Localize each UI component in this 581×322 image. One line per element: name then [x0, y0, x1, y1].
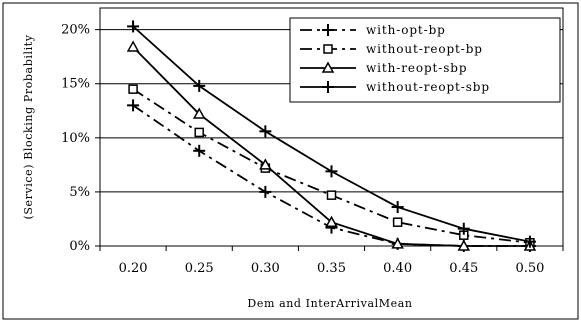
legend-box [289, 17, 561, 103]
y-axis-ticks: 0% 5% 10% 15% 20% [61, 23, 100, 254]
x-axis-ticks: 0.20 0.25 0.30 0.35 0.40 0.45 0.50 [99, 246, 564, 276]
series-group [126, 20, 537, 252]
data-point [457, 222, 470, 235]
y-tick-label: 0% [69, 239, 90, 254]
legend: with-opt-bp without-reopt-bp with-reopt-sb… [289, 17, 561, 103]
data-point [325, 215, 338, 227]
y-tick-label: 15% [61, 77, 90, 92]
legend-entry: without-reopt-bp [300, 42, 483, 56]
legend-marker [322, 24, 334, 36]
x-tick-label: 0.40 [383, 261, 412, 276]
legend-label: without-reopt-bp [366, 42, 483, 56]
data-point [392, 217, 403, 227]
y-tick-label: 20% [61, 23, 90, 38]
data-point [259, 185, 272, 198]
y-tick-label: 10% [61, 131, 90, 146]
y-axis-title: (Service) Blocking Probability [22, 34, 35, 219]
data-point [325, 165, 338, 178]
data-point [326, 190, 337, 200]
series-without-reopt-sbp [127, 20, 536, 248]
data-point [192, 107, 206, 119]
data-point [126, 40, 140, 52]
data-point [259, 158, 272, 170]
legend-label: with-opt-bp [366, 23, 446, 37]
data-point [128, 84, 138, 94]
legend-marker [321, 61, 335, 73]
series-with-reopt-sbp [126, 40, 537, 251]
x-axis-title: Dem and InterArrivalMean [247, 297, 412, 310]
legend-label: with-reopt-sbp [366, 61, 467, 75]
data-point [259, 125, 272, 138]
x-tick-label: 0.25 [185, 261, 214, 276]
x-tick-label: 0.35 [317, 261, 346, 276]
x-tick-label: 0.20 [119, 261, 148, 276]
data-point [391, 201, 404, 214]
data-point [127, 20, 140, 33]
data-point [193, 79, 206, 92]
y-tick-label: 5% [69, 185, 90, 200]
data-point [523, 235, 536, 248]
x-tick-label: 0.50 [515, 261, 544, 276]
x-tick-label: 0.30 [251, 261, 280, 276]
data-point [127, 99, 140, 112]
legend-entry: with-reopt-sbp [300, 61, 467, 75]
x-tick-label: 0.45 [449, 261, 478, 276]
data-point [457, 239, 471, 251]
data-point [391, 237, 404, 249]
legend-marker [322, 81, 334, 93]
legend-marker [323, 44, 333, 54]
data-point [194, 127, 204, 138]
legend-label: without-reopt-sbp [366, 80, 490, 94]
legend-entry: without-reopt-sbp [300, 80, 490, 94]
data-point [193, 144, 206, 157]
legend-entry: with-opt-bp [300, 23, 446, 37]
